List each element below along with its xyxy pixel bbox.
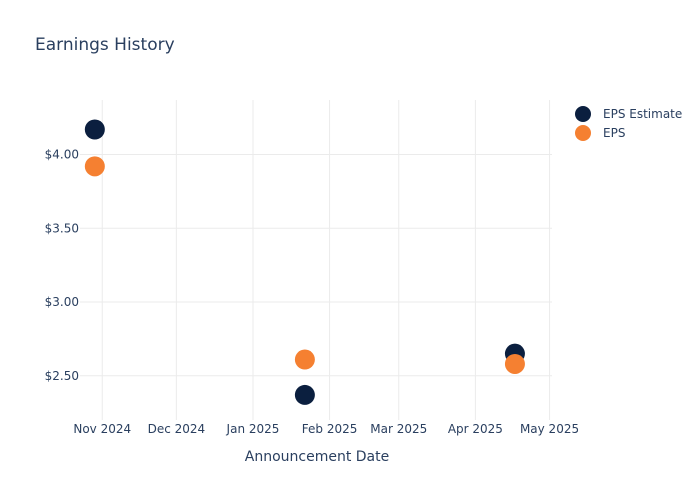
x-tick-label: Dec 2024 (148, 422, 206, 436)
eps-estimate-point[interactable] (294, 384, 315, 405)
x-tick-label: Feb 2025 (302, 422, 358, 436)
x-tick-label: Mar 2025 (370, 422, 427, 436)
legend-label-eps[interactable]: EPS (603, 126, 625, 140)
x-tick-label: Apr 2025 (448, 422, 503, 436)
x-axis-label: Announcement Date (245, 449, 389, 465)
x-tick-label: May 2025 (520, 422, 579, 436)
x-tick-label: Jan 2025 (226, 422, 280, 436)
y-tick-label: $3.50 (45, 221, 79, 235)
x-tick-labels: Nov 2024 Dec 2024 Jan 2025 Feb 2025 Mar 2025… (73, 422, 579, 436)
legend-marker-eps-estimate[interactable] (575, 106, 591, 122)
y-gridlines (80, 154, 552, 377)
eps-point[interactable] (504, 353, 525, 374)
legend: EPS Estimate EPS (575, 106, 682, 141)
y-tick-label: $3.00 (45, 295, 79, 309)
y-tick-label: $2.50 (45, 369, 79, 383)
eps-point[interactable] (84, 156, 105, 177)
eps-point[interactable] (294, 349, 315, 370)
x-tick-label: Nov 2024 (73, 422, 131, 436)
chart-title: Earnings History (35, 35, 175, 55)
legend-label-eps-estimate[interactable]: EPS Estimate (603, 107, 682, 121)
data-points (84, 119, 525, 405)
y-tick-labels: $2.50 $3.00 $3.50 $4.00 (45, 148, 79, 383)
eps-estimate-point[interactable] (84, 119, 105, 140)
x-gridlines (101, 100, 551, 420)
legend-marker-eps[interactable] (575, 125, 591, 141)
y-tick-label: $4.00 (45, 148, 79, 162)
